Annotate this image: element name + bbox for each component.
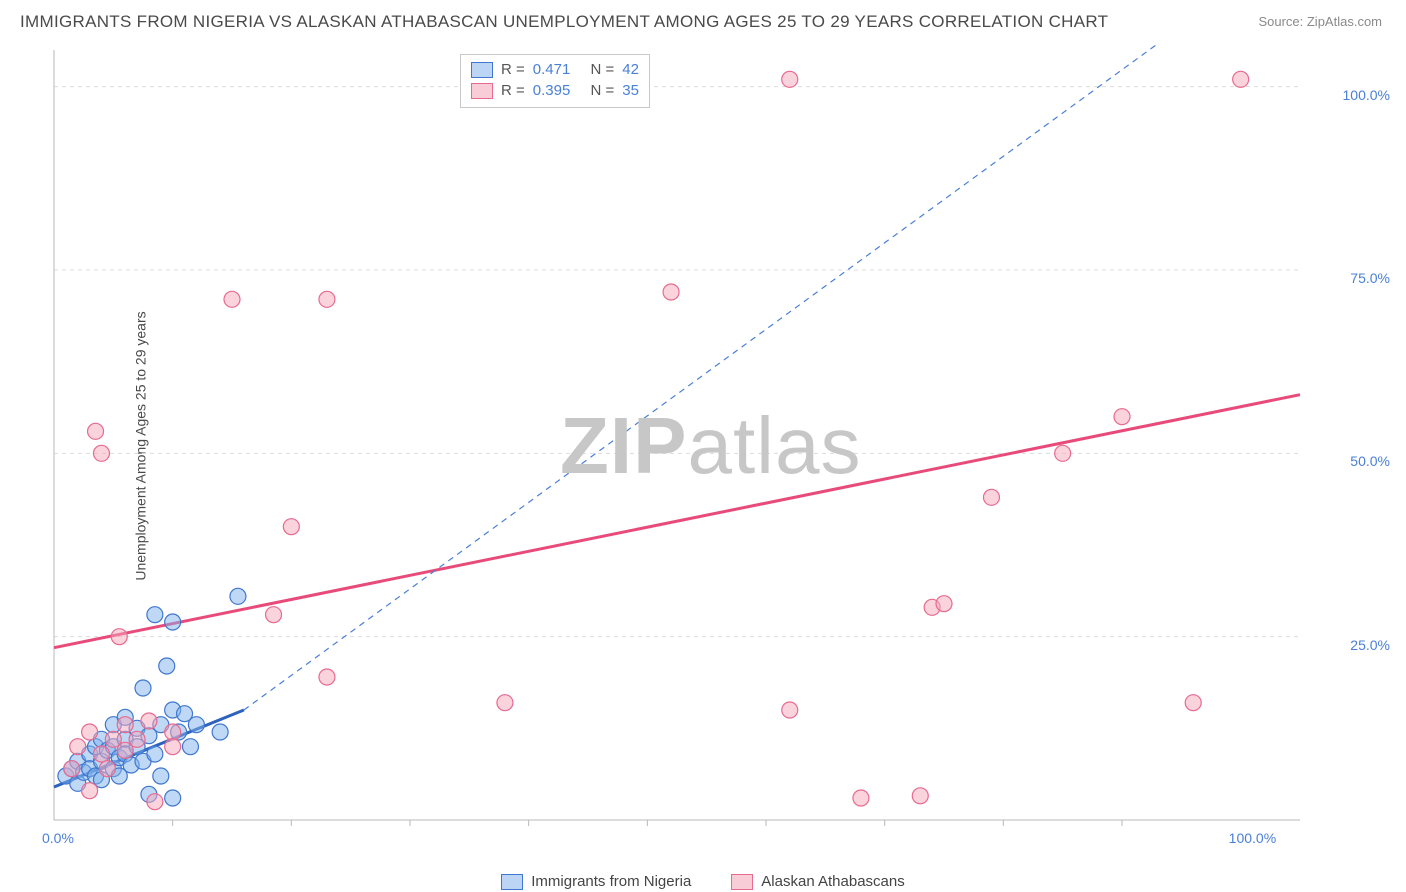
legend-swatch-series-2 — [731, 874, 753, 890]
legend-n-label: N = — [590, 61, 614, 78]
legend-series: Immigrants from Nigeria Alaskan Athabasc… — [0, 873, 1406, 890]
legend-label-series-2: Alaskan Athabascans — [761, 873, 904, 890]
legend-item-series-2: Alaskan Athabascans — [731, 873, 904, 890]
y-tick-label: 75.0% — [1350, 270, 1390, 286]
source-attribution: Source: ZipAtlas.com — [1258, 14, 1382, 29]
y-tick-label: 100.0% — [1343, 87, 1390, 103]
x-tick-label: 0.0% — [42, 830, 74, 846]
legend-label-series-1: Immigrants from Nigeria — [531, 873, 691, 890]
legend-correlation: R = 0.471 N = 42 R = 0.395 N = 35 — [460, 54, 650, 108]
scatter-plot — [50, 44, 1360, 850]
legend-swatch-1 — [471, 62, 493, 78]
legend-r-value-1: 0.471 — [533, 61, 571, 78]
legend-n-value-1: 42 — [622, 61, 639, 78]
legend-r-label: R = — [501, 61, 525, 78]
legend-r-label: R = — [501, 82, 525, 99]
chart-container: IMMIGRANTS FROM NIGERIA VS ALASKAN ATHAB… — [0, 0, 1406, 892]
y-tick-label: 25.0% — [1350, 637, 1390, 653]
legend-r-value-2: 0.395 — [533, 82, 571, 99]
legend-row-series-1: R = 0.471 N = 42 — [471, 59, 639, 80]
y-tick-label: 50.0% — [1350, 453, 1390, 469]
legend-swatch-series-1 — [501, 874, 523, 890]
legend-row-series-2: R = 0.395 N = 35 — [471, 80, 639, 101]
x-tick-label: 100.0% — [1229, 830, 1276, 846]
legend-item-series-1: Immigrants from Nigeria — [501, 873, 691, 890]
legend-n-label: N = — [590, 82, 614, 99]
legend-n-value-2: 35 — [622, 82, 639, 99]
legend-swatch-2 — [471, 83, 493, 99]
chart-title: IMMIGRANTS FROM NIGERIA VS ALASKAN ATHAB… — [20, 12, 1108, 32]
